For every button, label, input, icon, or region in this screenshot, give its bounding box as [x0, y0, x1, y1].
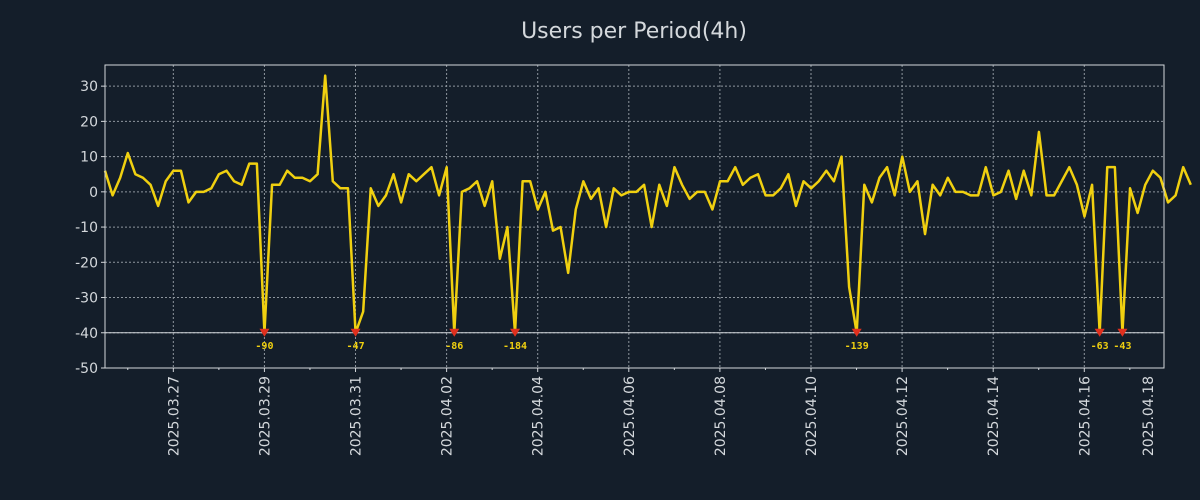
x-tick-label: 2025.04.16	[1077, 376, 1093, 456]
y-tick-label: -10	[75, 220, 98, 236]
outlier-label: -63	[1091, 341, 1109, 352]
x-tick-label: 2025.03.29	[257, 376, 273, 456]
y-tick-label: 10	[80, 150, 98, 166]
outlier-marker	[259, 328, 270, 337]
outlier-marker	[449, 328, 460, 337]
outlier-marker	[510, 328, 521, 337]
outlier-marker	[350, 328, 361, 337]
outlier-label: -90	[255, 341, 273, 352]
outlier-label: -47	[347, 341, 365, 352]
y-tick-label: 20	[80, 114, 98, 130]
outlier-label: -139	[845, 341, 869, 352]
annotation-layer: -90 -47 -86 -184 -139 -63 -43	[255, 341, 1131, 352]
outlier-label: -184	[503, 341, 527, 352]
x-tick-label: 2025.04.18	[1141, 376, 1157, 456]
x-tick-label: 2025.04.04	[531, 376, 547, 456]
marker-layer	[259, 328, 1128, 337]
series-layer	[103, 74, 1192, 335]
outlier-marker	[1117, 328, 1128, 337]
x-tick-label: 2025.04.06	[622, 376, 638, 456]
y-tick-label: -50	[75, 361, 98, 377]
y-tick-label: 30	[80, 79, 98, 95]
x-tick-label: 2025.04.08	[713, 376, 729, 456]
outlier-marker	[851, 328, 862, 337]
outlier-marker	[1094, 328, 1105, 337]
x-tick-label: 2025.03.27	[166, 376, 182, 456]
y-tick-label: -30	[75, 291, 98, 307]
x-tick-label: 2025.04.10	[804, 376, 820, 456]
x-tick-label: 2025.04.12	[895, 376, 911, 456]
outlier-label: -43	[1113, 341, 1131, 352]
y-tick-label: -20	[75, 255, 98, 271]
outlier-label: -86	[445, 341, 463, 352]
plot-frame	[104, 64, 1165, 369]
x-tick-label: 2025.04.14	[986, 376, 1002, 456]
chart-title: Users per Period(4h)	[521, 19, 747, 44]
y-axis: 30 20 10 0 -10 -20 -30 -40 -50	[75, 79, 105, 377]
y-tick-label: 0	[89, 185, 98, 201]
x-tick-label: 2025.03.31	[349, 376, 365, 456]
y-tick-label: -40	[75, 326, 98, 342]
x-tick-label: 2025.04.02	[440, 376, 456, 456]
series-line-users	[103, 74, 1192, 335]
x-axis: 2025.03.27 2025.03.29 2025.03.31 2025.04.02…	[127, 368, 1157, 456]
